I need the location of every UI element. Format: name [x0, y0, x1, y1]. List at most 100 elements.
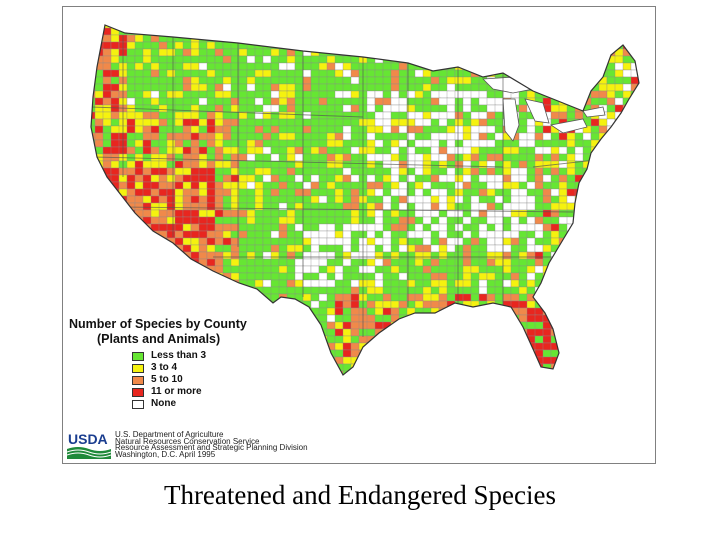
county-cell [462, 167, 472, 176]
county-cell [422, 314, 433, 323]
county-cell [334, 167, 344, 176]
county-cell [582, 27, 592, 36]
county-cell [238, 76, 248, 85]
county-cell [614, 76, 625, 85]
county-cell [254, 293, 265, 302]
county-cell [126, 300, 136, 309]
county-cell [326, 216, 336, 225]
county-cell [638, 195, 639, 204]
county-cell [374, 265, 384, 274]
county-cell [294, 363, 305, 372]
county-cell [638, 314, 639, 323]
county-cell [334, 174, 344, 183]
county-cell [606, 97, 616, 106]
county-cell [302, 76, 312, 85]
county-cell [302, 132, 313, 141]
county-cell [222, 97, 232, 106]
county-cell [542, 160, 552, 169]
county-cell [358, 41, 368, 50]
county-cell [334, 69, 344, 78]
county-cell [134, 62, 145, 71]
county-cell [278, 34, 290, 43]
county-cell [438, 69, 449, 78]
county-cell [342, 202, 353, 211]
county-cell [142, 230, 152, 239]
county-cell [630, 244, 639, 253]
county-cell [182, 202, 192, 211]
county-cell [310, 223, 320, 232]
county-cell [118, 300, 130, 309]
county-cell [190, 55, 201, 64]
county-cell [342, 195, 353, 204]
county-cell [470, 62, 482, 71]
county-cell [326, 167, 337, 176]
county-cell [422, 237, 432, 246]
county-cell [166, 104, 176, 113]
county-cell [606, 27, 617, 36]
county-cell [374, 223, 385, 232]
county-cell [110, 223, 122, 232]
county-cell [430, 195, 441, 204]
county-cell [638, 251, 639, 260]
county-cell [302, 363, 312, 372]
county-cell [622, 139, 633, 148]
county-cell [302, 356, 314, 365]
county-cell [166, 265, 176, 274]
county-cell [198, 272, 209, 281]
county-cell [150, 167, 161, 176]
county-cell [150, 104, 161, 113]
county-cell [542, 83, 554, 92]
county-cell [638, 41, 639, 50]
county-cell [526, 153, 537, 162]
county-cell [238, 25, 250, 29]
county-cell [190, 27, 202, 36]
county-cell [614, 188, 624, 197]
county-cell [534, 48, 546, 57]
county-cell [598, 321, 610, 330]
county-cell [558, 321, 569, 330]
county-cell [430, 181, 441, 190]
county-cell [598, 216, 609, 225]
county-cell [382, 83, 393, 92]
county-cell [190, 265, 200, 274]
county-cell [262, 265, 273, 274]
county-cell [230, 286, 241, 295]
county-cell [134, 293, 145, 302]
county-cell [487, 378, 497, 385]
county-cell [598, 363, 608, 372]
county-cell [550, 188, 560, 197]
county-cell [494, 251, 504, 260]
county-cell [222, 25, 233, 29]
county-cell [478, 202, 489, 211]
county-cell [198, 62, 209, 71]
county-cell [126, 272, 136, 281]
county-cell [214, 181, 224, 190]
county-cell [518, 69, 528, 78]
county-cell [606, 314, 616, 323]
county-cell [254, 27, 264, 36]
county-cell [398, 111, 408, 120]
county-cell [614, 307, 624, 316]
county-cell [382, 349, 394, 358]
county-cell [558, 363, 570, 372]
county-cell [326, 90, 337, 99]
county-cell [598, 48, 610, 57]
county-cell [422, 27, 434, 36]
county-cell [206, 272, 216, 281]
county-cell [350, 27, 362, 36]
county-cell [566, 279, 576, 288]
county-cell [262, 286, 273, 295]
county-cell [286, 307, 296, 316]
county-cell [134, 97, 144, 106]
county-cell [246, 132, 257, 141]
county-cell [638, 167, 639, 176]
county-cell [630, 370, 639, 375]
county-cell [270, 174, 280, 183]
county-cell [470, 335, 480, 344]
county-cell [166, 195, 176, 204]
county-cell [558, 307, 569, 316]
county-cell [518, 202, 528, 211]
county-cell [630, 195, 639, 204]
county-cell [214, 209, 225, 218]
county-cell [574, 363, 584, 372]
